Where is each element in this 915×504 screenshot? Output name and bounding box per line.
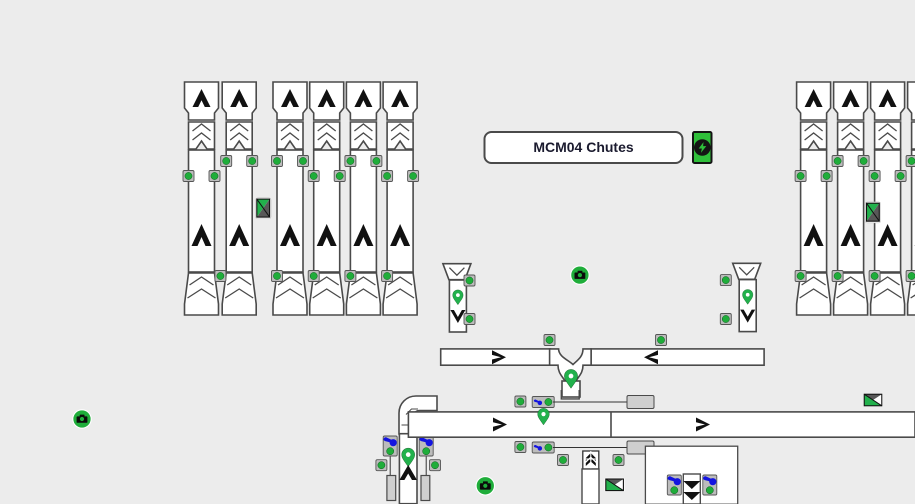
svg-text:MCM04 Chutes: MCM04 Chutes xyxy=(533,139,634,155)
